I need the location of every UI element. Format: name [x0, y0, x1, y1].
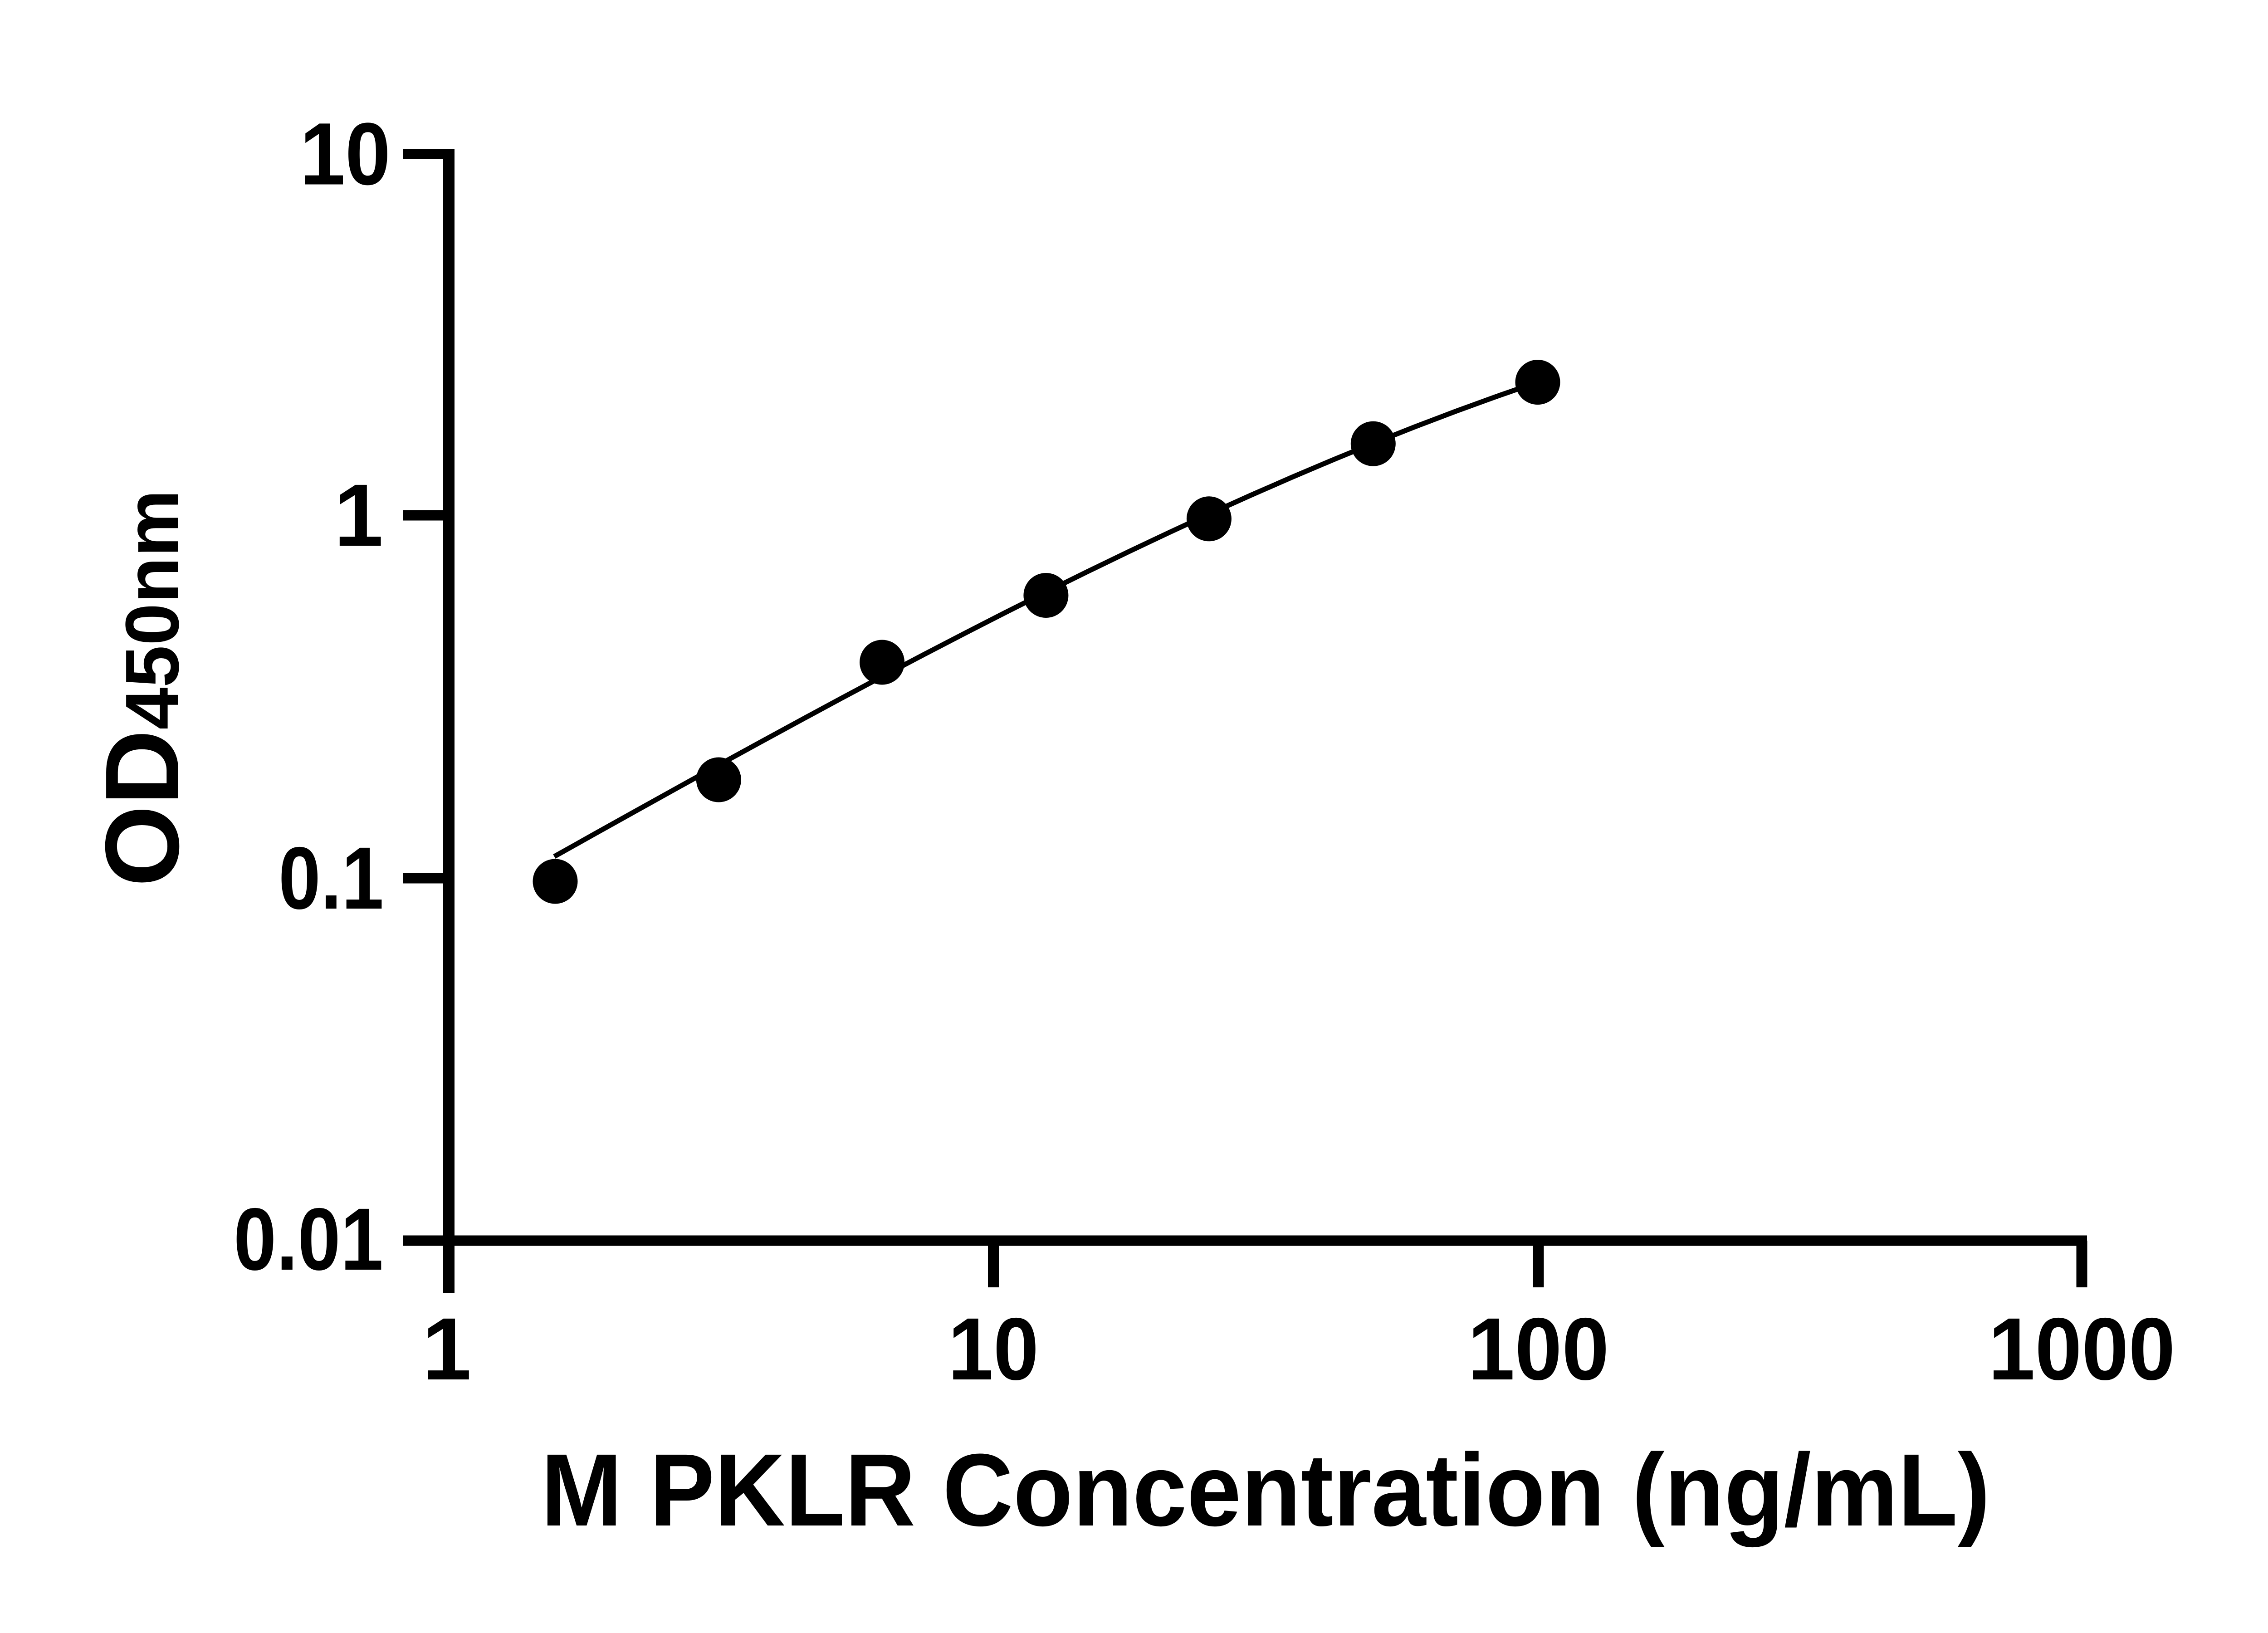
svg-text:10: 10: [948, 1300, 1039, 1398]
svg-text:0.1: 0.1: [279, 829, 384, 928]
svg-text:M PKLR Concentration (ng/mL): M PKLR Concentration (ng/mL): [541, 1433, 1990, 1548]
svg-text:10: 10: [300, 105, 391, 204]
svg-text:100: 100: [1468, 1300, 1609, 1398]
svg-text:1: 1: [422, 1300, 471, 1398]
svg-text:0.01: 0.01: [234, 1190, 383, 1289]
svg-text:1: 1: [334, 466, 383, 565]
svg-text:1000: 1000: [1989, 1300, 2175, 1398]
